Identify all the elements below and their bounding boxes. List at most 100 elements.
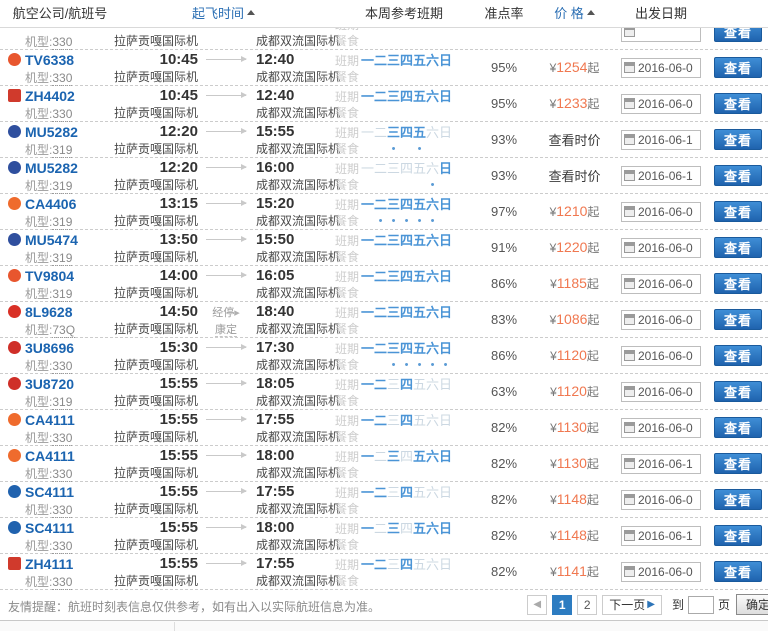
- table-row: SC4111 机型:330 15:55 17:55 拉萨贡嘎国际机 成都双流国际…: [0, 482, 768, 518]
- date-input[interactable]: 2016-06-1: [621, 129, 701, 150]
- flight-number-link[interactable]: CA4111: [25, 411, 75, 428]
- date-input[interactable]: 2016-06-0: [621, 345, 701, 366]
- date-input[interactable]: 2016-06-0: [621, 57, 701, 78]
- aircraft-model[interactable]: 319: [52, 178, 73, 194]
- aircraft-model-line: 机型:319: [8, 177, 112, 194]
- departure-airport: 拉萨贡嘎国际机: [113, 106, 198, 120]
- page-number-input[interactable]: [687, 595, 714, 614]
- route-middle: [198, 555, 254, 573]
- header-depart-time[interactable]: 起飞时间: [112, 6, 335, 21]
- weekday-schedule: 一二三四五六日: [361, 89, 453, 104]
- ontime-rate: 86%: [490, 276, 518, 291]
- flight-number-link[interactable]: 3U8720: [25, 375, 75, 392]
- meal-label: 餐食: [335, 393, 360, 408]
- view-button[interactable]: 查看: [714, 525, 762, 546]
- next-page-button[interactable]: 下一页 ▶: [602, 594, 662, 615]
- view-button[interactable]: 查看: [714, 381, 762, 402]
- aircraft-model[interactable]: 330: [52, 430, 73, 446]
- aircraft-model[interactable]: 319: [52, 142, 73, 158]
- flight-number-link[interactable]: SC4111: [25, 483, 75, 500]
- date-input[interactable]: 2016-06-1: [621, 453, 701, 474]
- header-price[interactable]: 价 格: [535, 6, 614, 21]
- date-input[interactable]: 2016-06-0: [621, 93, 701, 114]
- date-value: 2016-06-0: [638, 348, 693, 363]
- date-input[interactable]: 2016-06-0: [621, 201, 701, 222]
- date-input[interactable]: 2016-06-0: [621, 489, 701, 510]
- view-button[interactable]: 查看: [714, 237, 762, 258]
- view-button[interactable]: 查看: [714, 309, 762, 330]
- airline-logo-icon: [8, 197, 21, 210]
- view-button[interactable]: 查看: [714, 561, 762, 582]
- view-button[interactable]: 查看: [714, 489, 762, 510]
- aircraft-model[interactable]: 330: [52, 106, 73, 122]
- view-button[interactable]: 查看: [714, 57, 762, 78]
- flight-number-link[interactable]: 8L9628: [25, 303, 73, 320]
- view-button[interactable]: 查看: [714, 345, 762, 366]
- flight-number-link[interactable]: 3U8696: [25, 339, 75, 356]
- route-middle: [198, 519, 254, 537]
- date-input[interactable]: 2016-06-0: [621, 237, 701, 258]
- date-value: 2016-06-0: [638, 312, 693, 327]
- departure-airport: 拉萨贡嘎国际机: [113, 70, 198, 84]
- aircraft-model[interactable]: 330: [52, 358, 73, 374]
- aircraft-model[interactable]: 330: [52, 34, 73, 50]
- flight-number-link[interactable]: SC4111: [25, 519, 75, 536]
- meal-label: 餐食: [335, 501, 360, 516]
- flight-number-link[interactable]: TV6338: [25, 51, 75, 68]
- aircraft-model[interactable]: 73Q: [52, 322, 76, 338]
- aircraft-model[interactable]: 319: [52, 286, 73, 302]
- view-button[interactable]: 查看: [714, 93, 762, 114]
- table-row: ZH4402 机型:330 10:45 12:40 拉萨贡嘎国际机 成都双流国际…: [0, 86, 768, 122]
- view-button[interactable]: 查看: [714, 417, 762, 438]
- flight-number-link[interactable]: TV9804: [25, 267, 75, 284]
- aircraft-model[interactable]: 330: [52, 502, 73, 518]
- date-input[interactable]: 2016-06-1: [621, 525, 701, 546]
- model-prefix-label: 机型:: [25, 466, 53, 481]
- aircraft-model[interactable]: 330: [52, 70, 73, 86]
- aircraft-model[interactable]: 319: [52, 214, 73, 230]
- date-input[interactable]: 2016-06-0: [621, 381, 701, 402]
- schedule-label: 班期: [335, 305, 360, 320]
- flight-number-link[interactable]: MU5282: [25, 159, 78, 176]
- route-middle: [198, 195, 254, 213]
- date-input[interactable]: 2016-06-0: [621, 309, 701, 330]
- schedule-label: 班期: [335, 269, 360, 284]
- price: 查看时价: [548, 133, 601, 148]
- flight-number-link[interactable]: CA4406: [25, 195, 77, 212]
- aircraft-model[interactable]: 330: [52, 466, 73, 482]
- aircraft-model[interactable]: 330: [52, 574, 73, 590]
- date-value: 2016-06-0: [638, 60, 693, 75]
- confirm-page-button[interactable]: 确定: [736, 594, 768, 615]
- date-input[interactable]: [621, 28, 701, 42]
- sort-asc-icon: [586, 9, 595, 15]
- aircraft-model[interactable]: 330: [52, 538, 73, 554]
- flight-number-link[interactable]: ZH4111: [25, 555, 74, 572]
- table-row: ZH4111 机型:330 15:55 17:55 拉萨贡嘎国际机 成都双流国际…: [0, 554, 768, 590]
- date-input[interactable]: 2016-06-1: [621, 165, 701, 186]
- page-button-1[interactable]: 1: [552, 594, 573, 615]
- date-input[interactable]: 2016-06-0: [621, 273, 701, 294]
- model-prefix-label: 机型:: [25, 70, 53, 85]
- prev-page-button[interactable]: ◀: [527, 594, 548, 615]
- date-input[interactable]: 2016-06-0: [621, 561, 701, 582]
- view-button[interactable]: 查看: [714, 201, 762, 222]
- weekday-schedule: 一二三四五六日: [361, 53, 453, 68]
- view-button[interactable]: 查看: [714, 273, 762, 294]
- schedule-label: 班期: [335, 377, 360, 392]
- view-button[interactable]: 查看: [714, 28, 762, 42]
- view-button[interactable]: 查看: [714, 129, 762, 150]
- schedule-label: 班期: [335, 197, 360, 212]
- flight-number-link[interactable]: CA4111: [25, 447, 75, 464]
- view-button[interactable]: 查看: [714, 165, 762, 186]
- view-button[interactable]: 查看: [714, 453, 762, 474]
- aircraft-model[interactable]: 319: [52, 250, 73, 266]
- arrival-time: 18:00: [256, 519, 295, 536]
- aircraft-model[interactable]: 319: [52, 394, 73, 410]
- flight-number-link[interactable]: MU5474: [25, 231, 78, 248]
- arrow-icon: [206, 559, 247, 566]
- date-input[interactable]: 2016-06-0: [621, 417, 701, 438]
- price: ¥1120起: [550, 383, 599, 399]
- page-button-2[interactable]: 2: [577, 594, 598, 615]
- flight-number-link[interactable]: ZH4402: [25, 87, 75, 104]
- flight-number-link[interactable]: MU5282: [25, 123, 78, 140]
